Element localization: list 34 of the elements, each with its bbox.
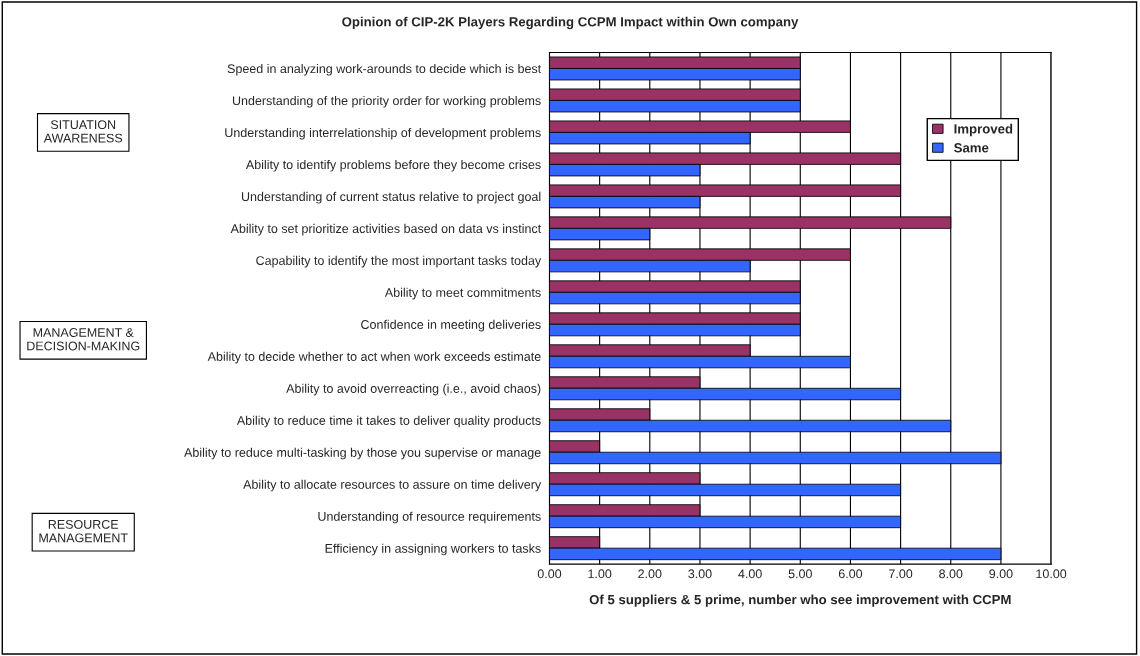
x-tick-label: 5.00 [788, 569, 812, 579]
y-tick-label: Ability to decide whether to act when work exceeds estimate [207, 351, 541, 364]
x-tick-label: 3.00 [688, 569, 712, 579]
y-tick-label: Ability to meet commitments [384, 287, 541, 300]
text: SITUATION AWARENESS [43, 120, 123, 143]
y-tick-label: Capability to identify the most important tasks today [256, 255, 542, 268]
y-tick-label: Understanding interrelationship of development problems [225, 127, 541, 140]
y-tick-label: Efficiency in assigning workers to tasks [325, 543, 541, 556]
legend-label: Improved [954, 123, 1013, 137]
y-tick-label: Ability to set prioritize activities based on data vs instinct [230, 223, 542, 236]
chart-title: Opinion of CIP-2K Players Regarding CCPM Impact within Own company [342, 16, 799, 30]
y-tick-label: Ability to identify problems before they become crises [245, 159, 541, 172]
legend-label: Same [954, 143, 989, 153]
y-tick-label: Speed in analyzing work-arounds to decide which is best [227, 63, 542, 76]
x-tick-label: 7.00 [889, 569, 913, 579]
y-tick-label: Ability to allocate resources to assure on time delivery [243, 479, 542, 492]
x-tick-label: 4.00 [738, 569, 762, 579]
y-tick-label: Ability to avoid overreacting (i.e., avoid chaos) [286, 383, 541, 396]
x-axis-title: Of 5 suppliers & 5 prime, number who see improvement with CCPM [589, 594, 1011, 607]
y-tick-label: Ability to reduce time it takes to deliver quality products [236, 415, 541, 428]
y-tick-label: Ability to reduce multi-tasking by those you supervise or manage [184, 447, 541, 460]
text: RESOURCE MANAGEMENT [39, 519, 128, 543]
y-tick-label: Understanding of resource requirements [318, 511, 541, 524]
x-tick-label: 8.00 [939, 569, 963, 579]
text: MANAGEMENT & DECISION-MAKING [27, 328, 140, 351]
x-tick-label: 0.00 [537, 569, 562, 579]
x-tick-label: 2.00 [638, 569, 662, 579]
x-tick-label: 10.00 [1036, 569, 1067, 579]
y-tick-label: Confidence in meeting deliveries [361, 319, 541, 332]
y-tick-label: Understanding of current status relative to project goal [241, 191, 541, 204]
y-tick-label: Understanding of the priority order for working problems [232, 95, 541, 108]
x-tick-label: 6.00 [838, 569, 863, 579]
x-tick-label: 1.00 [588, 569, 612, 579]
x-tick-label: 9.00 [989, 569, 1013, 579]
